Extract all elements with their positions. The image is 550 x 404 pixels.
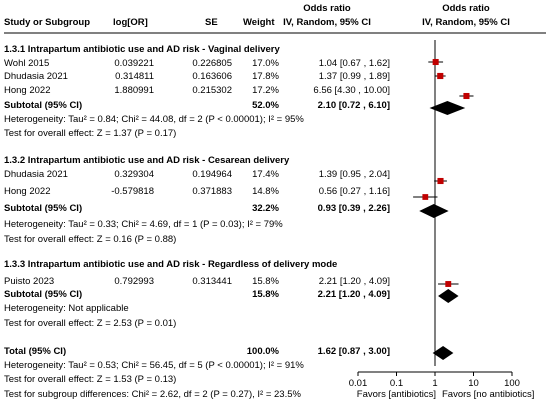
header-or-sub: IV, Random, 95% CI (283, 17, 371, 28)
study-weight: 17.0% (252, 58, 279, 69)
study-logor: -0.579818 (111, 186, 154, 197)
study-marker (437, 72, 444, 80)
study-ci-text: 6.56 [4.30 , 10.00] (313, 85, 390, 96)
header-plot-title: Odds ratio (442, 3, 490, 14)
subtotal-weight: 32.2% (252, 203, 279, 214)
study-se: 0.313441 (192, 276, 232, 287)
x-tick-label: 100 (504, 378, 520, 389)
plot-area (413, 40, 474, 366)
study-se: 0.226805 (192, 58, 232, 69)
study-weight: 14.8% (252, 186, 279, 197)
subtotal-ci-text: 2.21 [1.20 , 4.09] (318, 289, 390, 300)
study-weight: 17.4% (252, 169, 279, 180)
study-ci-text: 2.21 [1.20 , 4.09] (319, 276, 390, 287)
subtotal-diamond (429, 101, 466, 115)
subgroup-diff-text: Test for subgroup differences: Chi² = 2.… (4, 389, 302, 400)
subtotal-diamond (419, 204, 449, 218)
heterogeneity-text: Heterogeneity: Not applicable (4, 303, 129, 314)
heterogeneity-text: Heterogeneity: Tau² = 0.33; Chi² = 4.69,… (4, 219, 283, 230)
study-name: Dhudasia 2021 (4, 71, 68, 82)
x-tick-label: 0.01 (349, 378, 368, 389)
study-name: Wohl 2015 (4, 58, 49, 69)
subgroup-3: 1.3.3 Intrapartum antibiotic use and AD … (4, 259, 390, 329)
study-logor: 1.880991 (114, 85, 154, 96)
study-se: 0.163606 (192, 71, 232, 82)
x-tick-label: 0.1 (390, 378, 403, 389)
favors-left-label: Favors [antibiotics] (357, 389, 436, 400)
study-weight: 17.2% (252, 85, 279, 96)
overall-effect-text: Test for overall effect: Z = 1.37 (P = 0… (4, 128, 176, 139)
subgroup-title: 1.3.3 Intrapartum antibiotic use and AD … (4, 259, 337, 270)
study-logor: 0.039221 (114, 58, 154, 69)
study-name: Puisto 2023 (4, 276, 54, 287)
subtotal-ci-text: 0.93 [0.39 , 2.26] (318, 203, 390, 214)
total-ci-text: 1.62 [0.87 , 3.00] (318, 346, 390, 357)
subtotal-weight: 52.0% (252, 100, 279, 111)
study-ci-text: 1.39 [0.95 , 2.04] (319, 169, 390, 180)
study-name: Dhudasia 2021 (4, 169, 68, 180)
study-marker (445, 281, 452, 287)
study-ci-text: 1.04 [0.67 , 1.62] (319, 58, 390, 69)
subtotal-diamond (438, 289, 459, 303)
study-name: Hong 2022 (4, 186, 50, 197)
study-name: Hong 2022 (4, 85, 50, 96)
total-section: Total (95% CI) 100.0% 1.62 [0.87 , 3.00]… (4, 346, 390, 400)
subtotal-label: Subtotal (95% CI) (4, 203, 82, 214)
overall-effect-text: Test for overall effect: Z = 0.16 (P = 0… (4, 234, 176, 245)
study-logor: 0.792993 (114, 276, 154, 287)
header-plot-sub: IV, Random, 95% CI (422, 17, 510, 28)
header-se: SE (205, 17, 218, 28)
subtotal-label: Subtotal (95% CI) (4, 289, 82, 300)
study-marker (437, 177, 444, 185)
total-diamond (432, 346, 454, 360)
x-tick-label: 1 (432, 378, 437, 389)
study-se: 0.215302 (192, 85, 232, 96)
study-marker (463, 92, 470, 100)
study-ci-text: 0.56 [0.27 , 1.16] (319, 186, 390, 197)
overall-effect-text: Test for overall effect: Z = 1.53 (P = 0… (4, 374, 176, 385)
column-header: Study or Subgroup log[OR] SE Weight Odds… (4, 3, 510, 28)
total-weight: 100.0% (247, 346, 280, 357)
study-weight: 15.8% (252, 276, 279, 287)
study-weight: 17.8% (252, 71, 279, 82)
subgroup-title: 1.3.2 Intrapartum antibiotic use and AD … (4, 155, 290, 166)
heterogeneity-text: Heterogeneity: Tau² = 0.84; Chi² = 44.08… (4, 114, 304, 125)
study-logor: 0.329304 (114, 169, 154, 180)
subtotal-weight: 15.8% (252, 289, 279, 300)
header-study: Study or Subgroup (4, 17, 90, 28)
study-logor: 0.314811 (115, 71, 154, 82)
heterogeneity-text: Heterogeneity: Tau² = 0.53; Chi² = 56.45… (4, 360, 304, 371)
subgroup-1: 1.3.1 Intrapartum antibiotic use and AD … (4, 44, 390, 139)
x-tick-label: 10 (468, 378, 479, 389)
favors-right-label: Favors [no antibiotics] (442, 389, 534, 400)
subtotal-label: Subtotal (95% CI) (4, 100, 82, 111)
header-or-title: Odds ratio (303, 3, 351, 14)
header-logor: log[OR] (113, 17, 148, 28)
header-weight: Weight (243, 17, 275, 28)
total-label: Total (95% CI) (4, 346, 66, 357)
subtotal-ci-text: 2.10 [0.72 , 6.10] (318, 100, 390, 111)
subgroup-2: 1.3.2 Intrapartum antibiotic use and AD … (4, 155, 390, 245)
study-marker (432, 58, 439, 66)
subgroup-title: 1.3.1 Intrapartum antibiotic use and AD … (4, 44, 280, 55)
study-se: 0.371883 (192, 186, 232, 197)
study-se: 0.194964 (192, 169, 232, 180)
study-ci-text: 1.37 [0.99 , 1.89] (319, 71, 390, 82)
study-marker (422, 194, 429, 200)
x-axis: 0.01 0.1 1 10 100 (349, 371, 520, 389)
overall-effect-text: Test for overall effect: Z = 2.53 (P = 0… (4, 318, 176, 329)
